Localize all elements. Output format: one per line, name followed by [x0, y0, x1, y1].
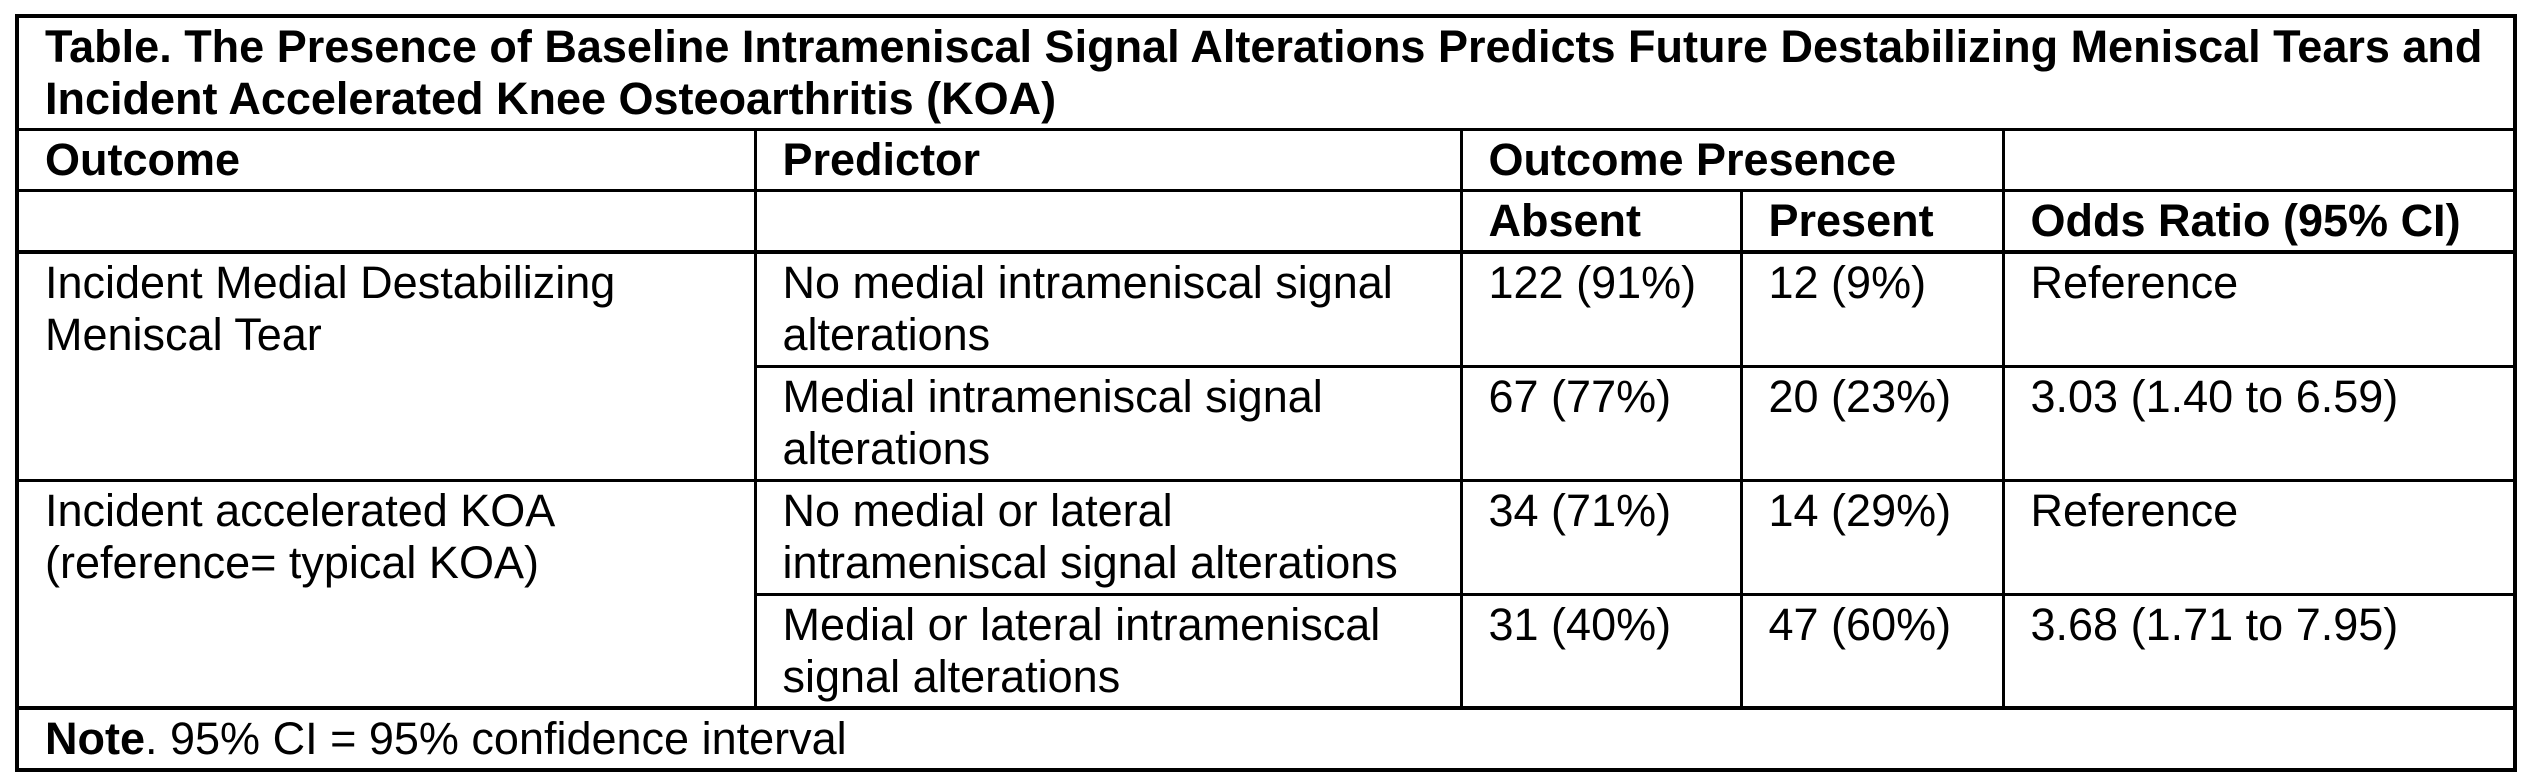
cell-outcome-meniscal-tear: Incident Medial Destabilizing Meniscal T… [15, 250, 757, 482]
col-header-absent: Absent [1459, 189, 1743, 254]
cell-predictor-row1: No medial intrameniscal signal alteratio… [753, 250, 1463, 368]
header-empty-odds-ratio [2001, 128, 2517, 192]
note-text: . 95% CI = 95% confidence interval [145, 712, 847, 764]
table-title: Table. The Presence of Baseline Intramen… [15, 14, 2517, 131]
cell-absent-row2: 67 (77%) [1459, 364, 1743, 482]
cell-odds-ratio-row3: Reference [2001, 478, 2517, 596]
header-empty-outcome [15, 189, 757, 254]
col-header-odds-ratio: Odds Ratio (95% CI) [2001, 189, 2517, 254]
table-row: Medial or lateral intrameniscal signal a… [17, 592, 2517, 709]
cell-outcome-accelerated-koa: Incident accelerated KOA (reference= typ… [15, 478, 757, 709]
table-note-row: Note. 95% CI = 95% confidence interval [15, 705, 2517, 771]
cell-present-row2: 20 (23%) [1739, 364, 2005, 482]
table-note: Note. 95% CI = 95% confidence interval [15, 705, 2517, 771]
col-header-predictor: Predictor [753, 128, 1463, 192]
header-row-2: Absent Present Odds Ratio (95% CI) [15, 189, 2517, 254]
header-row-1: Outcome Predictor Outcome Presence [15, 128, 2517, 192]
col-header-outcome-presence: Outcome Presence [1459, 128, 2005, 192]
cell-predictor-row4: Medial or lateral intrameniscal signal a… [753, 592, 1463, 709]
cell-predictor-row2: Medial intrameniscal signal alterations [753, 364, 1463, 482]
header-empty-predictor [753, 189, 1463, 254]
table-row: Incident Medial Destabilizing Meniscal T… [15, 250, 2517, 482]
cell-odds-ratio-row4: 3.68 (1.71 to 7.95) [2001, 592, 2517, 709]
cell-present-row1: 12 (9%) [1739, 250, 2005, 368]
cell-present-row3: 14 (29%) [1739, 478, 2005, 596]
cell-odds-ratio-row2: 3.03 (1.40 to 6.59) [2001, 364, 2517, 482]
table-title-row: Table. The Presence of Baseline Intramen… [15, 14, 2517, 131]
cell-absent-row1: 122 (91%) [1459, 250, 1743, 368]
cell-odds-ratio-row1: Reference [2001, 250, 2517, 368]
cell-absent-row4: 31 (40%) [1459, 592, 1743, 709]
cell-predictor-row3: No medial or lateral intrameniscal signa… [753, 478, 1463, 596]
cell-absent-row3: 34 (71%) [1459, 478, 1743, 596]
table-container: Table. The Presence of Baseline Intramen… [15, 14, 2518, 772]
cell-present-row4: 47 (60%) [1739, 592, 2005, 709]
table-row: Incident accelerated KOA (reference= typ… [15, 478, 2517, 709]
results-table: Table. The Presence of Baseline Intramen… [15, 14, 2518, 772]
col-header-outcome: Outcome [15, 128, 757, 192]
col-header-present: Present [1739, 189, 2005, 254]
note-label: Note [45, 712, 145, 764]
table-row: Medial intrameniscal signal alterations … [17, 364, 2517, 482]
